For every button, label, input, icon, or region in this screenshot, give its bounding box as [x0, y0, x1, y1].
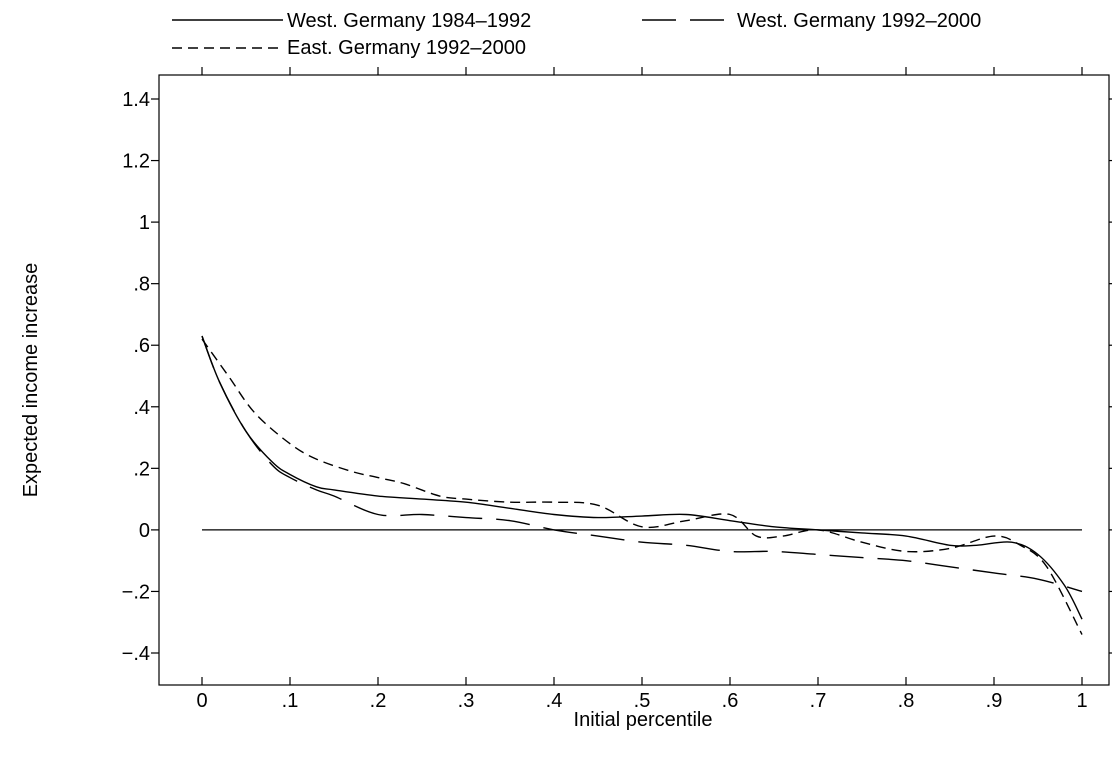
series-line-west-1992-2000: [201, 335, 1083, 593]
x-tick-label: .2: [370, 690, 387, 712]
axes: 0 .1 .2 .3 .4 .5 .6 .7 .8 .9 1 −.4 −.2 0 .2 .4 .6 .8 1 1.2 1…: [122, 67, 1112, 712]
x-tick-label: 1: [1076, 690, 1087, 712]
y-tick-label: .4: [133, 397, 150, 419]
y-tick-label: 1: [139, 212, 150, 234]
plot-area-frame: [158, 74, 1110, 686]
x-tick-label: .3: [458, 690, 475, 712]
x-tick-label: .6: [722, 690, 739, 712]
x-tick-label: .1: [282, 690, 299, 712]
legend-label-east-1992-2000: East. Germany 1992–2000: [287, 37, 526, 59]
y-tick-label: −.2: [122, 581, 150, 603]
x-tick-label: .4: [546, 690, 563, 712]
y-tick-label: 0: [139, 520, 150, 542]
series-group: [201, 335, 1083, 635]
y-tick-label: .2: [133, 458, 150, 480]
x-tick-label: .5: [634, 690, 651, 712]
y-tick-label: 1.2: [122, 151, 150, 173]
legend-label-west-1984-1992: West. Germany 1984–1992: [287, 10, 531, 32]
x-axis-title: Initial percentile: [574, 709, 713, 731]
y-tick-label: .6: [133, 335, 150, 357]
x-tick-label: 0: [196, 690, 207, 712]
x-tick-label: .8: [898, 690, 915, 712]
legend-label-west-1992-2000: West. Germany 1992–2000: [737, 10, 981, 32]
y-tick-label: −.4: [122, 643, 150, 665]
legend: West. Germany 1984–1992 West. Germany 19…: [172, 10, 981, 59]
y-tick-label: .8: [133, 274, 150, 296]
x-tick-label: .9: [986, 690, 1003, 712]
y-axis-title: Expected income increase: [20, 263, 42, 498]
series-line-east-1992-2000: [201, 338, 1083, 635]
y-tick-label: 1.4: [122, 89, 150, 111]
x-tick-label: .7: [810, 690, 827, 712]
